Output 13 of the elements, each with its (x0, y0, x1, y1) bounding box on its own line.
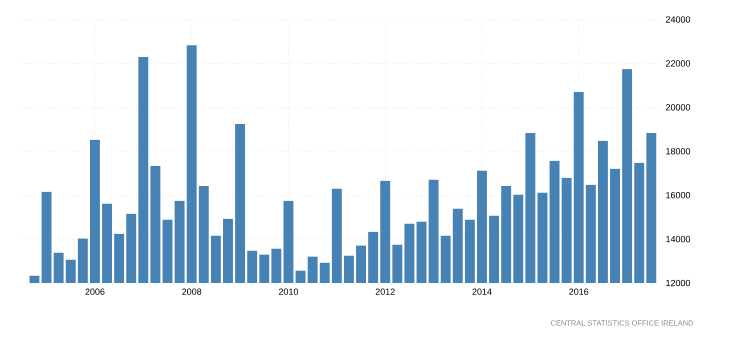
y-tick-label: 20000 (666, 104, 690, 111)
y-tick-label: 18000 (666, 148, 690, 154)
y-tick-label: 12000 (666, 280, 690, 286)
y-tick-label: 14000 (666, 236, 690, 242)
x-tick-label: 2014 (472, 288, 492, 295)
x-tick-label: 2016 (569, 288, 588, 295)
y-tick-label: 16000 (666, 192, 690, 198)
x-tick-label: 2008 (182, 288, 202, 295)
y-tick-label: 24000 (666, 16, 690, 23)
x-tick-label: 2012 (376, 288, 395, 295)
y-tick-label: 22000 (666, 60, 690, 67)
x-tick-label: 2010 (278, 288, 298, 295)
x-tick-label: 2006 (85, 288, 105, 295)
